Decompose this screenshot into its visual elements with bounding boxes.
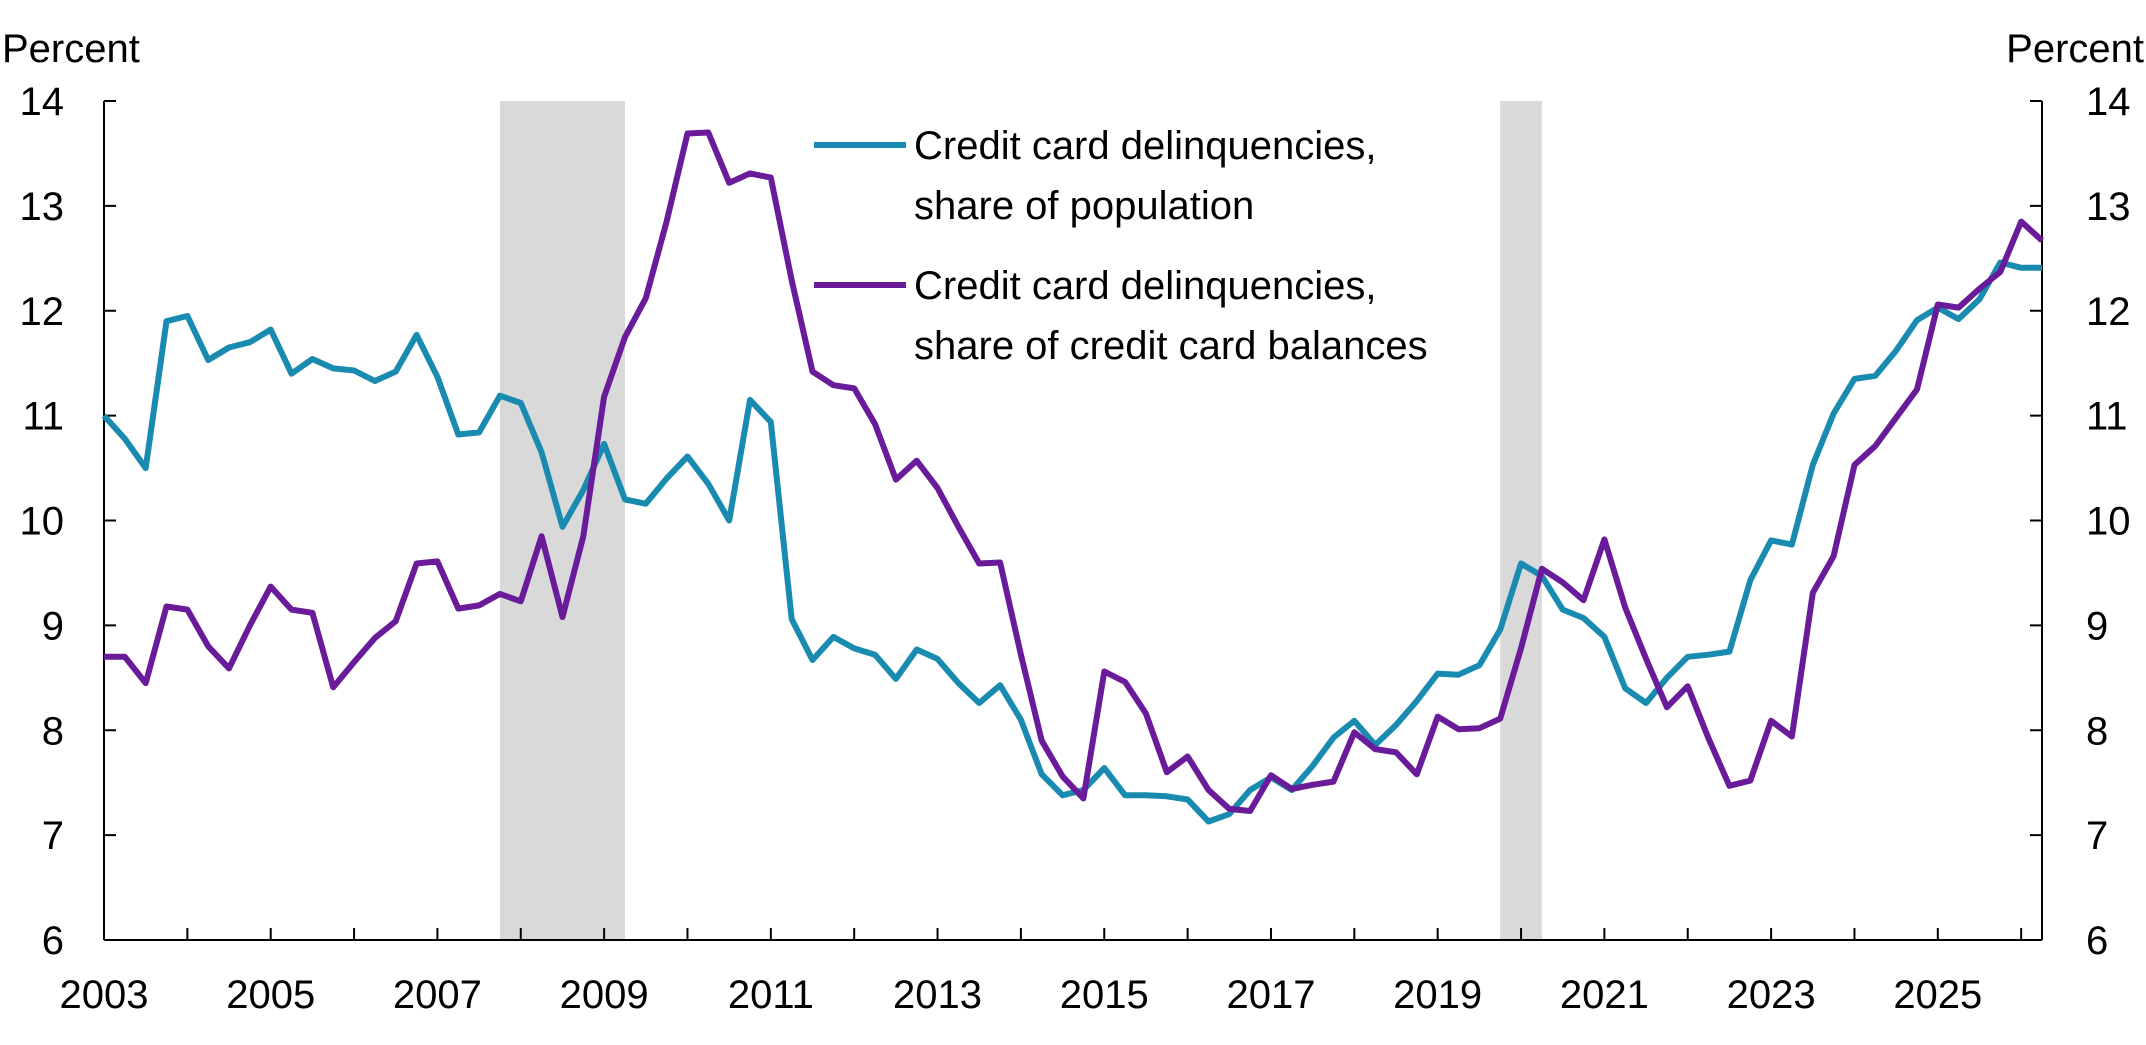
y-unit-label-right: Percent xyxy=(2006,27,2144,71)
x-tick-label: 2011 xyxy=(728,973,814,1017)
x-tick-label: 2009 xyxy=(560,973,649,1017)
legend-label-2-line-1: Credit card delinquencies, xyxy=(914,264,1376,308)
y-tick-label-right: 13 xyxy=(2086,185,2131,229)
series-line-1 xyxy=(101,259,2042,825)
y-tick-label-left: 6 xyxy=(42,919,64,963)
y-unit-label-left: Percent xyxy=(2,27,140,71)
y-tick-label-right: 10 xyxy=(2086,500,2131,544)
y-tick-label-right: 8 xyxy=(2086,709,2108,753)
legend-label-1-line-2: share of population xyxy=(914,184,1254,228)
x-tick-label: 2015 xyxy=(1060,973,1149,1017)
x-tick-label: 2013 xyxy=(893,973,982,1017)
x-tick-label: 2007 xyxy=(393,973,482,1017)
y-tick-label-left: 11 xyxy=(22,395,64,439)
x-tick-label: 2005 xyxy=(226,973,315,1017)
y-tick-label-right: 12 xyxy=(2086,290,2131,334)
series-line-2 xyxy=(104,129,2045,814)
recession-band-2 xyxy=(1500,101,1542,940)
y-tick-label-right: 14 xyxy=(2086,80,2131,124)
y-tick-label-left: 10 xyxy=(20,500,65,544)
series-lines xyxy=(101,129,2045,825)
x-tick-label: 2019 xyxy=(1393,973,1482,1017)
y-tick-label-left: 14 xyxy=(20,80,65,124)
x-tick-label: 2017 xyxy=(1226,973,1315,1017)
legend-label-1-line-1: Credit card delinquencies, xyxy=(914,124,1376,168)
y-tick-label-left: 9 xyxy=(42,604,64,648)
x-tick-label: 2025 xyxy=(1893,973,1982,1017)
y-tick-label-left: 7 xyxy=(42,814,64,858)
x-tick-label: 2021 xyxy=(1560,973,1649,1017)
y-tick-label-right: 6 xyxy=(2086,919,2108,963)
axis-labels: 6 6 7 7 8 8 9 9 10 10 11 11 12 12 13 13 14 14 2003 2005 2007… xyxy=(2,27,2144,1017)
x-tick-label: 2023 xyxy=(1727,973,1816,1017)
y-tick-label-left: 13 xyxy=(20,185,65,229)
y-tick-label-left: 12 xyxy=(20,290,65,334)
y-tick-label-right: 7 xyxy=(2086,814,2108,858)
y-tick-label-right: 9 xyxy=(2086,604,2108,648)
x-tick-label: 2003 xyxy=(60,973,149,1017)
y-tick-label-right: 11 xyxy=(2086,395,2128,439)
legend: Credit card delinquencies, share of popul… xyxy=(814,124,1428,368)
axes xyxy=(103,100,2043,941)
recession-bands xyxy=(499,101,1542,940)
legend-label-2-line-2: share of credit card balances xyxy=(914,324,1428,368)
y-tick-label-left: 8 xyxy=(42,709,64,753)
